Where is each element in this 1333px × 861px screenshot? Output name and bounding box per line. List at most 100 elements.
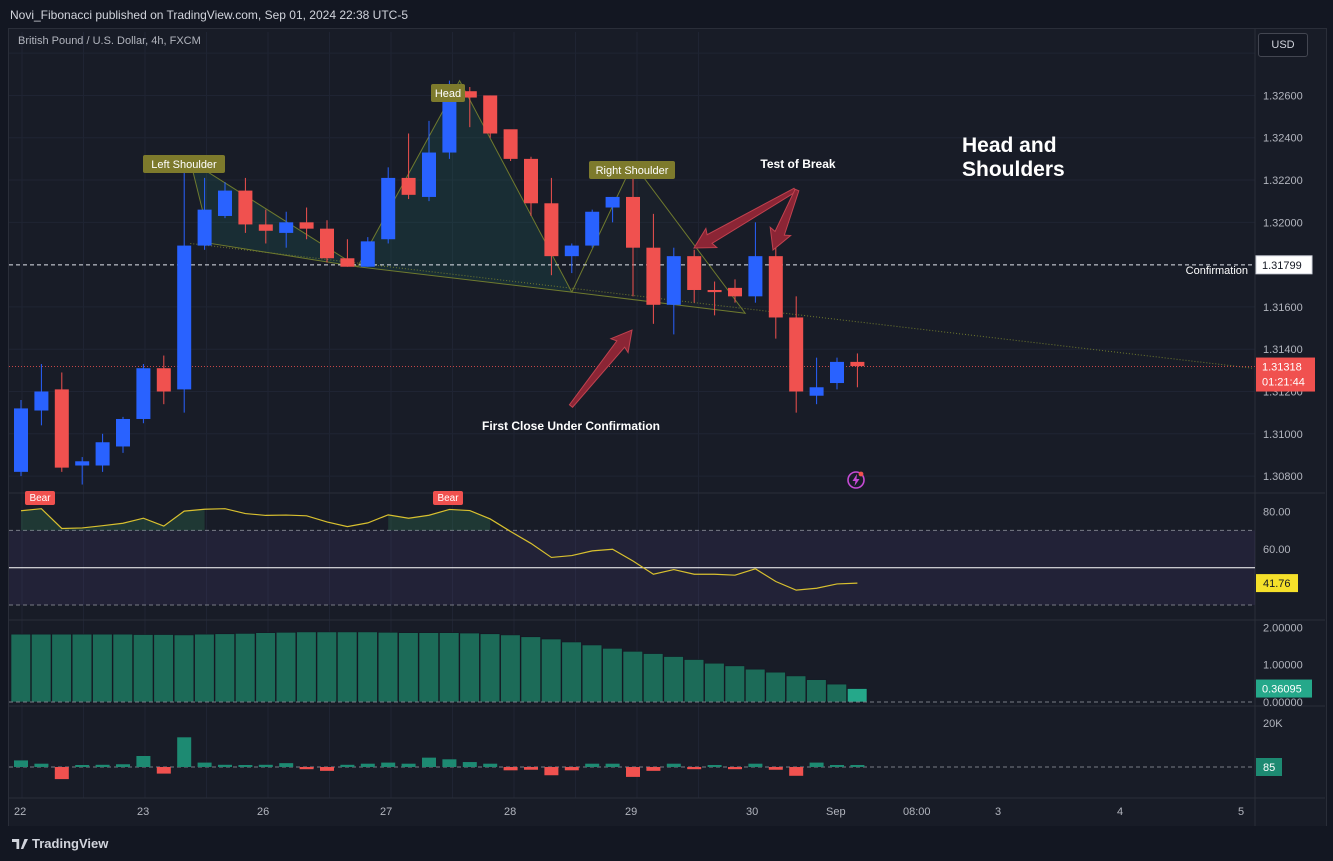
volume-bar bbox=[238, 765, 253, 767]
volume-bar bbox=[544, 767, 559, 776]
volume-bar bbox=[687, 767, 702, 770]
test-arrow-2-shape bbox=[769, 188, 800, 251]
tradingview-logo[interactable]: TradingView bbox=[12, 836, 108, 851]
candle-body bbox=[564, 245, 579, 257]
volume-bar bbox=[360, 763, 375, 767]
histogram-bar bbox=[581, 644, 603, 703]
volume-tick-label: 20K bbox=[1263, 718, 1283, 730]
volume-bar bbox=[768, 767, 783, 770]
histogram-bar bbox=[622, 651, 643, 703]
rsi-overbought-fill bbox=[388, 509, 491, 531]
confirmation-price-badge bbox=[1255, 255, 1313, 275]
first-close-label: First Close Under Confirmation bbox=[482, 419, 660, 433]
volume-bar bbox=[666, 763, 681, 767]
candle-body bbox=[483, 95, 498, 134]
histogram-bar bbox=[418, 632, 439, 703]
right-shoulder-label-bg bbox=[589, 161, 675, 179]
volume-bar bbox=[748, 763, 763, 767]
left-shoulder-label-bg bbox=[143, 155, 225, 173]
price-tick-label: 1.32000 bbox=[1263, 217, 1303, 229]
price-tick-label: 1.31400 bbox=[1263, 344, 1303, 356]
candle-body bbox=[544, 203, 559, 257]
symbol-title[interactable]: British Pound / U.S. Dollar, 4h, FXCM bbox=[18, 35, 201, 47]
candle-body bbox=[748, 256, 763, 297]
candle-body bbox=[850, 361, 865, 367]
volume-bar bbox=[177, 737, 192, 767]
histogram-bar bbox=[112, 633, 133, 703]
pattern-title-line2: Shoulders bbox=[962, 158, 1065, 181]
histogram-bar bbox=[704, 662, 725, 703]
candle-body bbox=[809, 387, 824, 396]
time-tick-label: 27 bbox=[380, 806, 392, 818]
volume-bar bbox=[299, 767, 314, 770]
volume-bar bbox=[279, 763, 294, 767]
left-shoulder-label: Left Shoulder bbox=[151, 159, 217, 171]
test-of-break-label: Test of Break bbox=[760, 157, 835, 171]
candle-body bbox=[177, 245, 192, 390]
histogram-bar bbox=[745, 668, 766, 703]
time-tick-label: Sep bbox=[826, 806, 846, 818]
candle-body bbox=[503, 129, 518, 159]
price-tick-label: 1.31600 bbox=[1263, 302, 1303, 314]
time-tick-label: 4 bbox=[1117, 806, 1123, 818]
first-close-arrow-shape bbox=[568, 329, 633, 408]
time-tick-label: 3 bbox=[995, 806, 1001, 818]
volume-bar bbox=[34, 763, 49, 767]
first-close-arrow bbox=[568, 329, 633, 408]
histogram-tick-label: 0.00000 bbox=[1263, 697, 1303, 709]
candle-body bbox=[626, 196, 640, 248]
neckline bbox=[190, 242, 1254, 369]
pattern-title-line1: Head and bbox=[962, 134, 1057, 157]
histogram-bar bbox=[51, 633, 72, 703]
rsi-tick-label: 60.00 bbox=[1263, 544, 1291, 556]
histogram-bar bbox=[683, 659, 705, 703]
volume-bar bbox=[809, 762, 824, 767]
candle-body bbox=[381, 177, 396, 240]
histogram-bar bbox=[785, 675, 807, 703]
volume-bar bbox=[442, 759, 457, 767]
bear-signal-2-bg bbox=[433, 491, 463, 505]
volume-bar bbox=[422, 757, 436, 767]
volume-bar bbox=[136, 756, 151, 767]
last-price-badge bbox=[1256, 357, 1315, 392]
bear-signal-2: Bear bbox=[437, 493, 459, 504]
histogram-bar bbox=[133, 634, 154, 703]
volume-bar bbox=[156, 767, 171, 774]
histogram-bar bbox=[357, 631, 378, 703]
candle-body bbox=[728, 287, 742, 297]
test-arrow-1 bbox=[693, 187, 797, 249]
candle-body bbox=[320, 228, 334, 259]
time-tick-label: 26 bbox=[257, 806, 269, 818]
rsi-value-label: 41.76 bbox=[1263, 578, 1291, 590]
volume-bar bbox=[258, 764, 273, 767]
volume-bar bbox=[75, 765, 90, 767]
volume-bar bbox=[585, 763, 600, 767]
histogram-bar bbox=[459, 632, 480, 703]
histogram-bar bbox=[398, 632, 419, 703]
candle-body bbox=[585, 211, 600, 246]
volume-bar bbox=[116, 764, 130, 767]
histogram-bar bbox=[765, 671, 786, 703]
histogram-bar bbox=[10, 633, 31, 703]
currency-button[interactable]: USD bbox=[1258, 33, 1308, 57]
test-arrow-1-shape bbox=[693, 187, 797, 249]
histogram-value-badge bbox=[1256, 679, 1312, 698]
alert-bolt-icon[interactable] bbox=[846, 470, 866, 490]
candle-body bbox=[462, 91, 477, 98]
time-tick-label: 29 bbox=[625, 806, 637, 818]
histogram-bar bbox=[173, 634, 195, 703]
publisher-bar: Novi_Fibonacci published on TradingView.… bbox=[0, 0, 1333, 28]
histogram-bar bbox=[235, 633, 256, 703]
time-tick-label: 5 bbox=[1238, 806, 1244, 818]
price-tick-label: 1.32400 bbox=[1263, 133, 1303, 145]
candle-body bbox=[340, 258, 355, 267]
volume-bar bbox=[95, 764, 110, 767]
rsi-value-badge bbox=[1256, 574, 1298, 593]
candle-body bbox=[768, 256, 783, 318]
publisher-text: Novi_Fibonacci published on TradingView.… bbox=[10, 8, 409, 22]
histogram-bar bbox=[194, 633, 215, 703]
candle-body bbox=[666, 256, 681, 305]
candle-body bbox=[95, 442, 110, 466]
histogram-bar bbox=[71, 633, 93, 703]
